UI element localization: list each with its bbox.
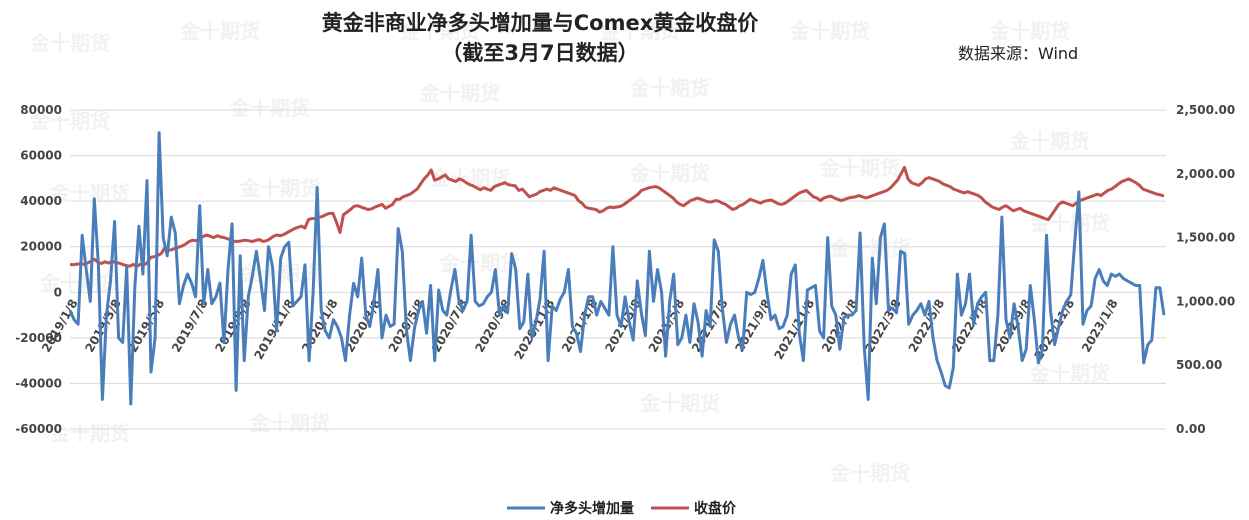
right-y-axis: 2,500.00 2,000.00 1,500.00 1,000.00 500.00 0.… (1176, 103, 1235, 436)
legend-label: 净多头增加量 (550, 500, 634, 517)
watermark-text: 金十期货 (629, 161, 710, 185)
watermark-text: 金十期货 (49, 421, 130, 445)
left-tick-label: 60000 (20, 149, 62, 163)
series-line-net-long (68, 131, 1166, 406)
grid-lines (70, 109, 1166, 430)
left-y-axis: 80000 60000 40000 20000 0 -20000 -40000 -60000 (15, 103, 62, 436)
right-tick-label: 0.00 (1176, 422, 1206, 436)
watermark-text: 金十期货 (989, 19, 1070, 43)
watermark-text: 金十期货 (599, 19, 680, 43)
left-tick-label: -20000 (15, 331, 62, 345)
watermark-text: 金十期货 (239, 176, 320, 200)
left-tick-label: -60000 (15, 422, 62, 436)
right-tick-label: 1,500.00 (1176, 231, 1235, 245)
watermark-text: 金十期货 (1029, 211, 1110, 235)
series-layer (68, 131, 1166, 406)
x-tick-label: 2019/7/8 (169, 297, 211, 355)
source-note: 数据来源：Wind (958, 44, 1079, 63)
x-tick-label: 2023/1/8 (1079, 297, 1121, 355)
watermark-text: 金十期货 (829, 461, 910, 485)
watermark-text: 金十期货 (1029, 361, 1110, 385)
watermark-text: 金十期货 (819, 156, 900, 180)
watermark-text: 金十期货 (419, 81, 500, 105)
watermark-text: 金十期货 (1009, 129, 1090, 153)
series-line-close-price (69, 165, 1165, 268)
left-tick-label: 40000 (20, 194, 62, 208)
watermark-text: 金十期货 (179, 19, 260, 43)
right-tick-label: 500.00 (1176, 358, 1222, 372)
left-tick-label: 0 (54, 285, 62, 299)
legend: 净多头增加量 收盘价 (507, 500, 737, 517)
watermark-text: 金十期货 (229, 96, 310, 120)
chart-subtitle: （截至3月7日数据） (441, 41, 639, 65)
watermark-text: 金十期货 (29, 31, 110, 55)
right-tick-label: 2,500.00 (1176, 103, 1235, 117)
watermark-text: 金十期货 (439, 251, 520, 275)
watermark-text: 金十期货 (789, 19, 870, 43)
watermark-text: 金十期货 (399, 19, 480, 43)
left-tick-label: 80000 (20, 103, 62, 117)
watermark-text: 金十期货 (639, 391, 720, 415)
right-tick-label: 1,000.00 (1176, 294, 1235, 308)
chart-title: 黄金非商业净多头增加量与Comex黄金收盘价 (321, 11, 759, 35)
right-tick-label: 2,000.00 (1176, 167, 1235, 181)
left-tick-label: 20000 (20, 240, 62, 254)
legend-label: 收盘价 (694, 500, 737, 517)
x-tick-label: 2019/1/8 (39, 297, 81, 355)
watermark-text: 金十期货 (249, 411, 330, 435)
left-tick-label: -40000 (15, 376, 62, 390)
watermark-text: 金十期货 (29, 109, 110, 133)
watermark-text: 金十期货 (829, 236, 910, 260)
watermark-text: 金十期货 (629, 76, 710, 100)
